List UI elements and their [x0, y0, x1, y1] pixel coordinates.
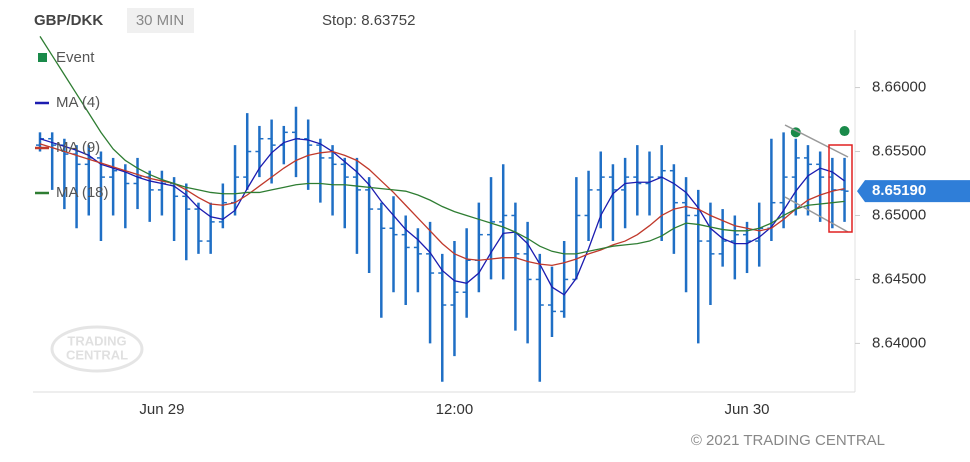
- legend-swatch: [38, 53, 47, 62]
- copyright: © 2021 TRADING CENTRAL: [691, 432, 885, 449]
- x-tick-label: Jun 30: [724, 401, 769, 418]
- x-tick-label: Jun 29: [139, 401, 184, 418]
- legend-label: MA (9): [56, 139, 100, 156]
- legend-label: Event: [56, 49, 95, 66]
- pattern-box: [828, 144, 853, 233]
- chart-title: GBP/DKK: [34, 12, 103, 29]
- ma-line: [39, 138, 845, 296]
- interval-box: [127, 8, 194, 33]
- stop-label: Stop: 8.63752: [322, 12, 415, 29]
- legend-label: MA (18): [56, 184, 109, 201]
- y-tick-label: 8.64500: [872, 270, 926, 287]
- plot: 8.64000 8.64500 8.65000 8.65500 8.66000 Jun 2…: [36, 36, 926, 418]
- legend-label: MA (4): [56, 94, 100, 111]
- event-dot: [839, 126, 850, 137]
- y-tick-label: 8.64000: [872, 334, 926, 351]
- channel-line: [784, 196, 849, 233]
- watermark: TRADING CENTRAL: [50, 325, 144, 373]
- watermark-ring: [50, 325, 144, 373]
- y-tick-label: 8.65500: [872, 142, 926, 159]
- x-tick-label: 12:00: [436, 401, 474, 418]
- watermark-text: TRADING: [67, 333, 126, 348]
- ma-line: [39, 36, 845, 255]
- last-price-label: 8.65190: [872, 182, 926, 199]
- y-tick-label: 8.66000: [872, 79, 926, 96]
- y-tick-label: 8.65000: [872, 206, 926, 223]
- watermark-text: CENTRAL: [66, 347, 128, 362]
- channel-line: [784, 124, 849, 158]
- interval: 30 MIN: [136, 12, 184, 29]
- last-price-box: [857, 180, 970, 203]
